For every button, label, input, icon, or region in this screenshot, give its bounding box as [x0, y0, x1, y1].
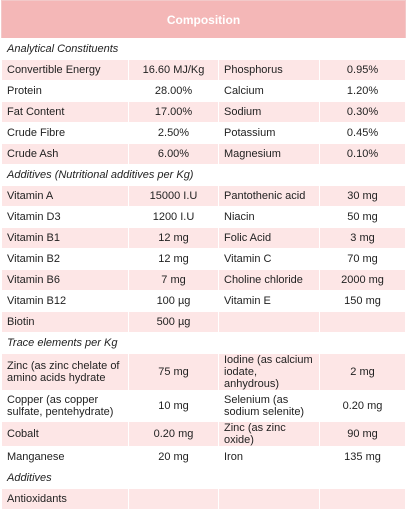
table-cell: 135 mg	[318, 446, 406, 468]
table-cell	[218, 488, 320, 510]
table-cell: Zinc (as zinc chelate of amino acids hyd…	[1, 353, 129, 391]
table-cell: 2.50%	[128, 122, 219, 144]
table-row: Vitamin B6 7 mg Choline chloride 2000 mg	[1, 269, 406, 291]
section-title: Additives (Nutritional additives per Kg)	[0, 164, 406, 186]
table-cell: Folic Acid	[218, 227, 320, 249]
table-cell: 0.20 mg	[128, 421, 219, 447]
header-row: Composition	[1, 0, 406, 39]
table-row: Vitamin B2 12 mg Vitamin C 70 mg	[1, 248, 406, 270]
table-cell: Vitamin E	[218, 290, 320, 312]
table-cell: 500 µg	[128, 311, 219, 333]
table-cell	[318, 488, 406, 510]
table-title: Composition	[1, 0, 406, 39]
section-row: Analytical Constituents	[0, 38, 406, 60]
table-cell: Zinc (as zinc oxide)	[218, 421, 320, 447]
table-cell: 70 mg	[318, 248, 406, 270]
table-row: Cobalt 0.20 mg Zinc (as zinc oxide) 90 mg	[1, 421, 406, 447]
table-cell: 0.45%	[318, 122, 406, 144]
table-cell: 90 mg	[318, 421, 406, 447]
table-row: Vitamin A 15000 I.U Pantothenic acid 30 mg	[1, 185, 406, 207]
table-cell: 0.95%	[318, 59, 406, 81]
table-cell: Sodium	[218, 101, 320, 123]
table-cell: Vitamin A	[1, 185, 129, 207]
section-title: Additives	[0, 467, 406, 489]
table-cell: 15000 I.U	[128, 185, 219, 207]
table-cell: Potassium	[218, 122, 320, 144]
table-cell: Iron	[218, 446, 320, 468]
table-cell: 0.30%	[318, 101, 406, 123]
table-cell: Manganese	[1, 446, 129, 468]
table-cell	[128, 488, 219, 510]
table-cell: Selenium (as sodium selenite)	[218, 390, 320, 422]
table-row: Fat Content 17.00% Sodium 0.30%	[1, 101, 406, 123]
table-cell: 1.20%	[318, 80, 406, 102]
table-row: Vitamin B1 12 mg Folic Acid 3 mg	[1, 227, 406, 249]
table-cell: Biotin	[1, 311, 129, 333]
table-cell: 20 mg	[128, 446, 219, 468]
table-cell: Niacin	[218, 206, 320, 228]
table-cell: Vitamin B2	[1, 248, 129, 270]
table-cell: 50 mg	[318, 206, 406, 228]
section-row: Trace elements per Kg	[0, 332, 406, 354]
table-cell: Vitamin B12	[1, 290, 129, 312]
table-cell: 16.60 MJ/Kg	[128, 59, 219, 81]
table-cell: 2000 mg	[318, 269, 406, 291]
table-cell: Phosphorus	[218, 59, 320, 81]
table-row: Biotin 500 µg	[1, 311, 406, 333]
table-cell	[218, 311, 320, 333]
table-row: Protein 28.00% Calcium 1.20%	[1, 80, 406, 102]
table-cell: 0.20 mg	[318, 390, 406, 422]
table-row: Vitamin D3 1200 I.U Niacin 50 mg	[1, 206, 406, 228]
table-cell: Vitamin B6	[1, 269, 129, 291]
table-cell: 150 mg	[318, 290, 406, 312]
table-cell: Calcium	[218, 80, 320, 102]
table-cell: Iodine (as calcium iodate, anhydrous)	[218, 353, 320, 391]
table-cell: 75 mg	[128, 353, 219, 391]
section-title: Analytical Constituents	[0, 38, 406, 60]
table-cell: 0.10%	[318, 143, 406, 165]
table-cell: Magnesium	[218, 143, 320, 165]
table-cell: Protein	[1, 80, 129, 102]
table-cell	[318, 311, 406, 333]
table-cell: Crude Ash	[1, 143, 129, 165]
table-cell: 100 µg	[128, 290, 219, 312]
table-cell: 28.00%	[128, 80, 219, 102]
table-cell: Vitamin B1	[1, 227, 129, 249]
table-row: Crude Ash 6.00% Magnesium 0.10%	[1, 143, 406, 165]
table-cell: Fat Content	[1, 101, 129, 123]
table-cell: Copper (as copper sulfate, pentehydrate)	[1, 390, 129, 422]
table-row: Crude Fibre 2.50% Potassium 0.45%	[1, 122, 406, 144]
table-row: Zinc (as zinc chelate of amino acids hyd…	[1, 353, 406, 391]
table-cell: 3 mg	[318, 227, 406, 249]
table-cell: 1200 I.U	[128, 206, 219, 228]
table-cell: Antioxidants	[1, 488, 129, 510]
table-cell: Convertible Energy	[1, 59, 129, 81]
section-title: Trace elements per Kg	[0, 332, 406, 354]
table-cell: Crude Fibre	[1, 122, 129, 144]
table-cell: 10 mg	[128, 390, 219, 422]
table-cell: Pantothenic acid	[218, 185, 320, 207]
table-cell: Vitamin C	[218, 248, 320, 270]
table-cell: 6.00%	[128, 143, 219, 165]
table-cell: 7 mg	[128, 269, 219, 291]
table-row: Convertible Energy 16.60 MJ/Kg Phosphorus 0…	[1, 59, 406, 81]
table-cell: Vitamin D3	[1, 206, 129, 228]
table-cell: 17.00%	[128, 101, 219, 123]
table-cell: Cobalt	[1, 421, 129, 447]
table-cell: 30 mg	[318, 185, 406, 207]
table-cell: 2 mg	[318, 353, 406, 391]
table-row: Antioxidants	[1, 488, 406, 510]
table-cell: 12 mg	[128, 248, 219, 270]
table-cell: 12 mg	[128, 227, 219, 249]
section-row: Additives (Nutritional additives per Kg)	[0, 164, 406, 186]
section-row: Additives	[0, 467, 406, 489]
table-cell: Choline chloride	[218, 269, 320, 291]
table-row: Manganese 20 mg Iron 135 mg	[1, 446, 406, 468]
table-row: Vitamin B12 100 µg Vitamin E 150 mg	[1, 290, 406, 312]
table-row: Copper (as copper sulfate, pentehydrate)…	[1, 390, 406, 422]
